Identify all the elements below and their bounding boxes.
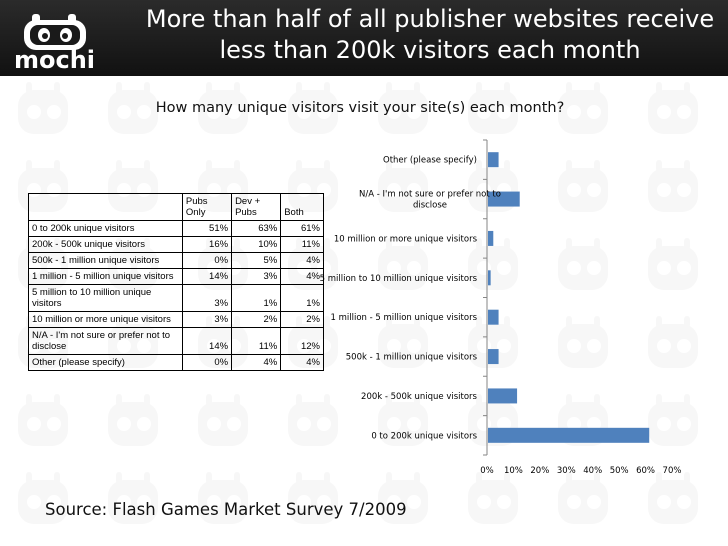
cell-dev-pubs: 3% [231, 268, 282, 285]
cell-both: 4% [280, 354, 324, 371]
row-label: Other (please specify) [28, 354, 183, 371]
category-label: 500k - 1 million unique visitors [346, 353, 478, 363]
category-label: Other (please specify) [383, 156, 477, 166]
table-row: 1 million - 5 million unique visitors 14… [28, 268, 324, 285]
table-row: 0 to 200k unique visitors 51% 63% 61% [28, 220, 324, 237]
category-label: 10 million or more unique visitors [334, 234, 478, 244]
x-tick-label: 60% [636, 466, 655, 476]
survey-table: Pubs Only Dev + Pubs Both 0 to 200k uniq… [28, 193, 324, 371]
table-row: 5 million to 10 million unique visitors … [28, 284, 324, 312]
cell-dev-pubs: 11% [231, 327, 282, 355]
cell-dev-pubs: 4% [231, 354, 282, 371]
x-tick-label: 20% [530, 466, 549, 476]
bar [488, 270, 491, 286]
cell-pubs: 3% [181, 311, 233, 328]
category-label: 0 to 200k unique visitors [371, 431, 477, 441]
table-row: 200k - 500k unique visitors 16% 10% 11% [28, 236, 324, 253]
table-header-row: Pubs Only Dev + Pubs Both [28, 193, 324, 221]
cell-pubs: 3% [181, 284, 233, 312]
question-subtitle: How many unique visitors visit your site… [155, 100, 565, 116]
category-label: 200k - 500k unique visitors [361, 392, 478, 402]
table-row: 500k - 1 million unique visitors 0% 5% 4… [28, 252, 324, 269]
header-cell-pubs: Pubs Only [181, 193, 233, 221]
cell-both: 12% [280, 327, 324, 355]
source-note: Source: Flash Games Market Survey 7/2009 [45, 500, 407, 519]
cell-pubs: 16% [181, 236, 233, 253]
cell-both: 4% [280, 252, 324, 269]
header-cell-both: Both [280, 193, 324, 221]
category-label: disclose [413, 201, 447, 211]
bar [488, 309, 499, 325]
x-tick-label: 0% [480, 466, 494, 476]
x-tick-label: 30% [557, 466, 576, 476]
header-cell-category [28, 193, 183, 221]
cell-dev-pubs: 63% [231, 220, 282, 237]
category-label: 5 million to 10 million unique visitors [320, 274, 478, 284]
cell-both: 61% [280, 220, 324, 237]
cell-dev-pubs: 1% [231, 284, 282, 312]
row-label: N/A - I'm not sure or prefer not to disc… [28, 327, 183, 355]
table-row: Other (please specify) 0% 4% 4% [28, 354, 324, 371]
bar-chart: 0 to 200k unique visitors 200k - 500k uni… [320, 139, 682, 476]
bar [488, 427, 650, 443]
bar [488, 191, 520, 207]
cell-pubs: 0% [181, 354, 233, 371]
bar [488, 388, 518, 404]
x-tick-label: 50% [610, 466, 629, 476]
cell-dev-pubs: 5% [231, 252, 282, 269]
cell-both: 1% [280, 284, 324, 312]
title-line-2: less than 200k visitors each month [219, 36, 641, 64]
cell-pubs: 51% [181, 220, 233, 237]
header-cell-dev-pubs: Dev + Pubs [231, 193, 282, 221]
bar [488, 152, 499, 168]
title-line-1: More than half of all publisher websites… [145, 5, 715, 33]
bar [488, 230, 494, 246]
cell-both: 11% [280, 236, 324, 253]
row-label: 5 million to 10 million unique visitors [28, 284, 183, 312]
x-tick-label: 70% [663, 466, 682, 476]
cell-pubs: 14% [181, 327, 233, 355]
cell-dev-pubs: 2% [231, 311, 282, 328]
row-label: 500k - 1 million unique visitors [28, 252, 183, 269]
header-bar: mochi More than half of all publisher we… [0, 0, 728, 76]
row-label: 200k - 500k unique visitors [28, 236, 183, 253]
cell-pubs: 0% [181, 252, 233, 269]
logo-wordmark: mochi [14, 46, 95, 72]
x-tick-label: 40% [583, 466, 602, 476]
cell-both: 2% [280, 311, 324, 328]
cell-dev-pubs: 10% [231, 236, 282, 253]
category-label: N/A - I'm not sure or prefer not to [359, 190, 501, 200]
bar [488, 349, 499, 365]
x-tick-label: 10% [504, 466, 523, 476]
row-label: 10 million or more unique visitors [28, 311, 183, 328]
row-label: 0 to 200k unique visitors [28, 220, 183, 237]
cell-both: 4% [280, 268, 324, 285]
table-row: 10 million or more unique visitors 3% 2%… [28, 311, 324, 328]
row-label: 1 million - 5 million unique visitors [28, 268, 183, 285]
table-row: N/A - I'm not sure or prefer not to disc… [28, 327, 324, 355]
page-title: More than half of all publisher websites… [140, 4, 720, 66]
cell-pubs: 14% [181, 268, 233, 285]
mochi-logo: mochi [14, 14, 95, 72]
category-label: 1 million - 5 million unique visitors [330, 313, 477, 323]
